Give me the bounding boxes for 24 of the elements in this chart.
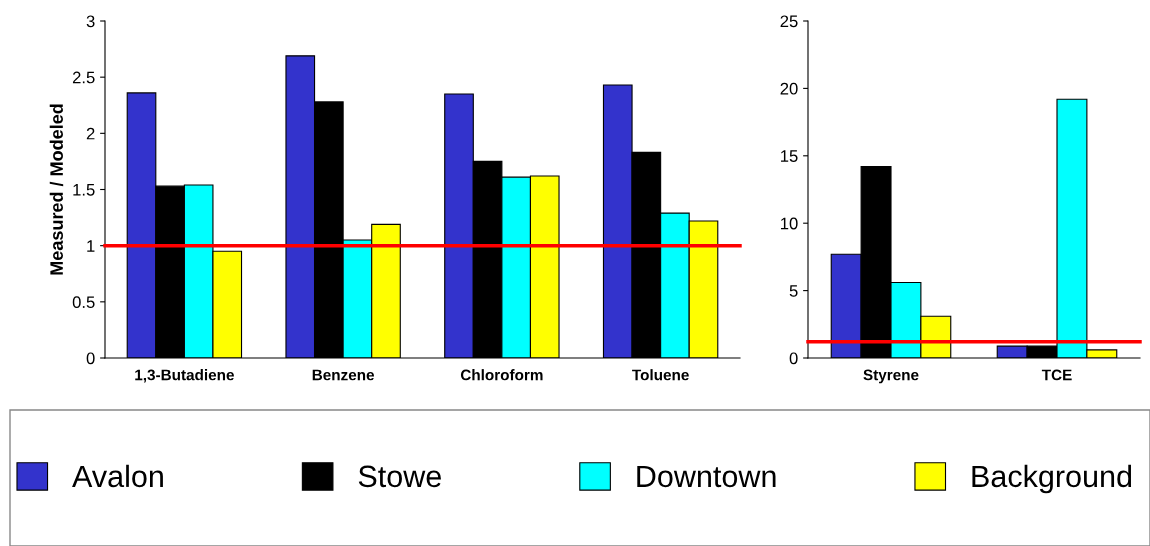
- x-tick-label: TCE: [1041, 369, 1072, 381]
- y-tick-label: 0: [789, 352, 798, 365]
- x-tick-label: Benzene: [312, 369, 375, 381]
- legend-label: Downtown: [637, 465, 776, 488]
- y-tick-label: 0.5: [72, 296, 95, 309]
- y-tick-label: 1.5: [73, 184, 95, 196]
- y-tick-label: 25: [780, 15, 798, 28]
- y-tick-label: 1: [87, 240, 95, 252]
- y-tick-label: 3: [86, 15, 95, 28]
- x-tick-label: 1,3-Butadiene: [135, 369, 234, 383]
- y-tick-label: 2.5: [72, 71, 95, 84]
- x-tick-label: Chloroform: [460, 369, 543, 381]
- x-tick-label: Styrene: [863, 369, 919, 384]
- legend-label: Avalon: [72, 464, 163, 488]
- y-tick-label: 15: [781, 150, 798, 162]
- y-tick-label: 0: [86, 352, 95, 365]
- legend-label: Stowe: [358, 465, 441, 488]
- y-tick-label: 5: [789, 285, 798, 297]
- y-axis-title: Measured / Modeled: [49, 104, 64, 275]
- x-tick-label: Toluene: [632, 369, 689, 381]
- y-tick-label: 2: [86, 127, 95, 140]
- y-tick-label: 20: [780, 82, 798, 95]
- y-tick-label: 10: [781, 217, 798, 230]
- legend-label: Background: [972, 464, 1132, 494]
